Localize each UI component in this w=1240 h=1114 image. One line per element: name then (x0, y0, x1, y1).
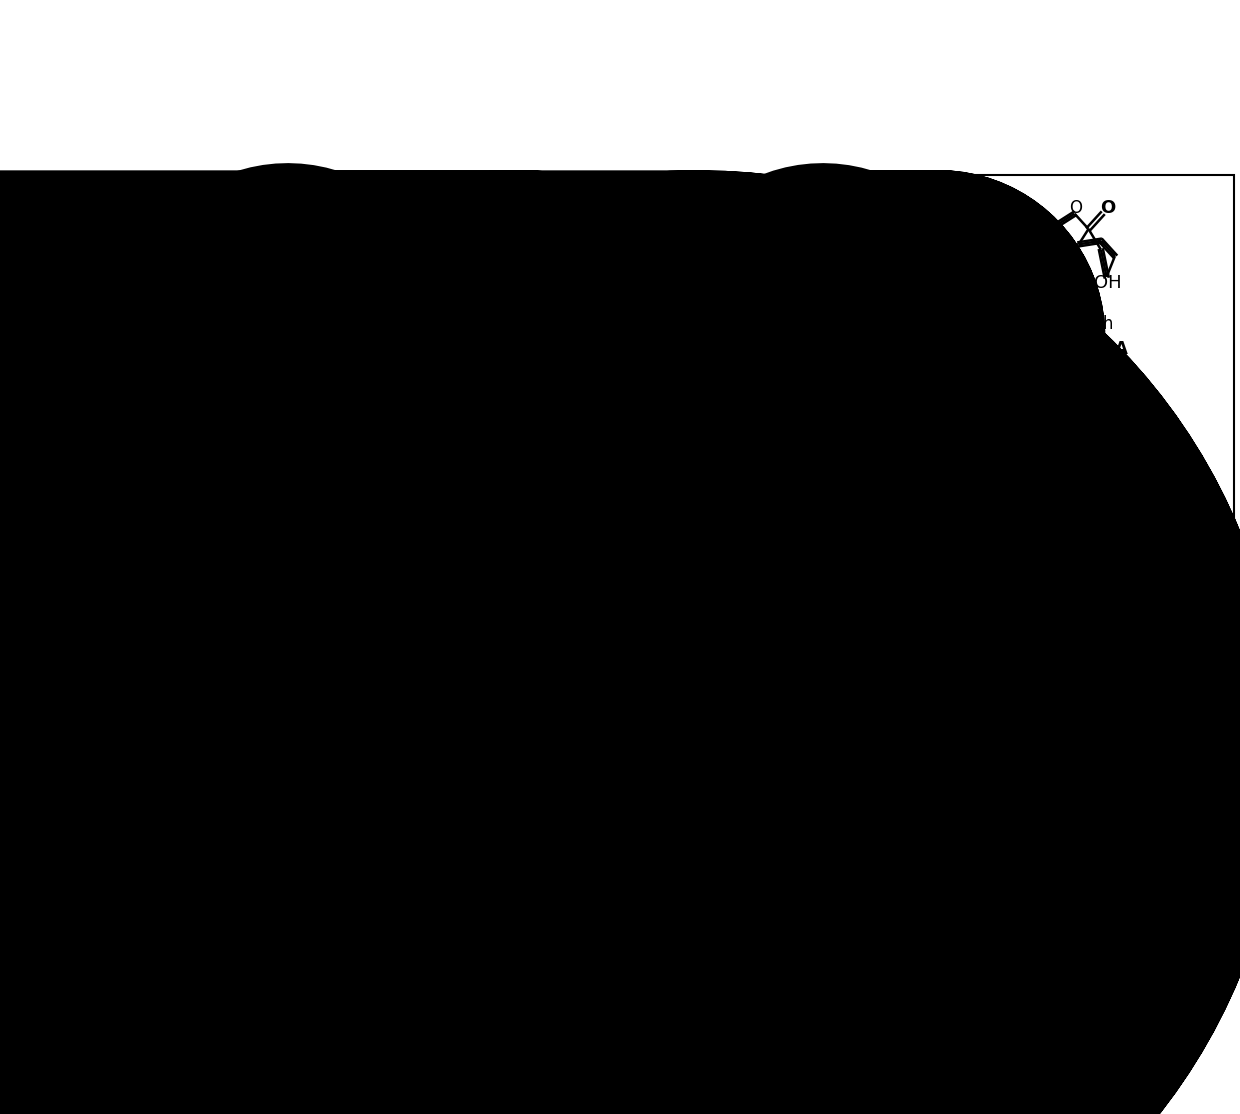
Text: N: N (929, 743, 942, 762)
Text: COOH: COOH (410, 405, 465, 423)
Text: N: N (781, 324, 796, 343)
Text: COOH: COOH (512, 725, 565, 743)
Text: O: O (496, 632, 508, 651)
Text: O: O (548, 206, 563, 224)
Text: O: O (804, 270, 818, 287)
Text: heating reflux, 24 h: heating reflux, 24 h (508, 315, 672, 333)
Text: OH: OH (1087, 618, 1115, 636)
Text: O: O (583, 252, 598, 270)
Text: N: N (494, 751, 508, 770)
Text: O: O (641, 550, 657, 568)
Text: COOH: COOH (512, 765, 565, 783)
Text: O: O (781, 447, 795, 466)
Text: COOH: COOH (472, 334, 527, 353)
Text: heating reflux, 24 h: heating reflux, 24 h (711, 744, 873, 763)
Text: OH: OH (1094, 274, 1122, 292)
Text: O: O (611, 550, 624, 568)
Text: N: N (454, 361, 469, 380)
Text: COOH: COOH (472, 260, 527, 277)
Text: HO: HO (968, 274, 997, 292)
Text: O: O (983, 662, 998, 680)
Text: N: N (454, 320, 469, 340)
Text: O: O (758, 457, 774, 476)
Text: 80 ºC,  Py: 80 ºC, Py (544, 340, 636, 359)
Text: O: O (1100, 199, 1116, 217)
Text: 3+: 3+ (965, 688, 987, 702)
Text: N: N (945, 656, 959, 675)
Text: O: O (1063, 544, 1075, 561)
Text: N: N (781, 201, 796, 219)
Text: O: O (618, 206, 632, 224)
Text: O: O (895, 744, 909, 762)
Text: O: O (960, 751, 975, 769)
Text: O: O (966, 726, 978, 744)
Text: COOH: COOH (472, 377, 527, 394)
Text: O: O (781, 260, 795, 277)
Text: COOH: COOH (458, 781, 512, 799)
Text: Tb³⁺: Tb³⁺ (773, 727, 811, 746)
Text: N: N (494, 671, 508, 690)
Text: 85 ºC,  DMF  Py  TEA: 85 ºC, DMF Py TEA (935, 340, 1127, 359)
Text: COOH: COOH (512, 685, 565, 703)
Text: heating reflux, 24 h: heating reflux, 24 h (950, 315, 1114, 333)
Text: O: O (905, 654, 921, 672)
Text: N: N (914, 715, 929, 734)
Text: O: O (956, 600, 971, 618)
Text: N: N (494, 711, 508, 730)
Text: OH: OH (635, 625, 663, 643)
Text: COOH: COOH (805, 340, 859, 358)
Text: COOH: COOH (909, 784, 962, 802)
Text: O: O (1039, 303, 1052, 321)
Text: 100 ºC,  DMSO: 100 ºC, DMSO (724, 761, 859, 780)
Text: O: O (804, 457, 818, 476)
Text: Tb: Tb (949, 692, 976, 711)
Text: O: O (502, 615, 518, 634)
Text: N: N (454, 280, 469, 299)
Text: OH₂: OH₂ (983, 692, 1018, 710)
Text: O: O (758, 270, 774, 287)
Text: COOH: COOH (405, 250, 460, 267)
Text: N: N (781, 389, 796, 408)
Text: O: O (1094, 544, 1109, 561)
Text: O: O (580, 654, 593, 673)
Text: O: O (949, 625, 961, 643)
Text: O: O (1069, 199, 1083, 217)
Text: O: O (1032, 647, 1045, 665)
